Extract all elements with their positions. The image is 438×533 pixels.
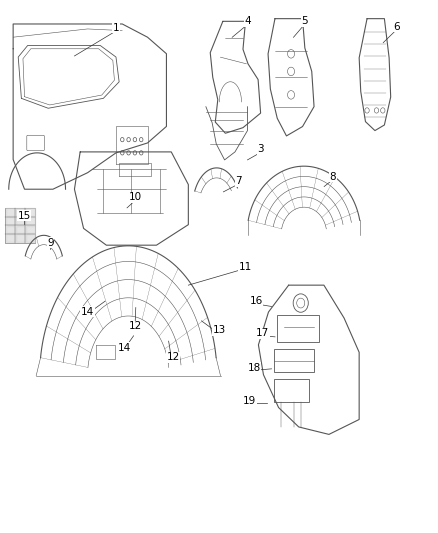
Bar [276, 315, 319, 342]
Text: 6: 6 [393, 22, 400, 31]
Text: 16: 16 [250, 296, 263, 306]
Text: 4: 4 [244, 17, 251, 26]
Text: 1: 1 [113, 23, 120, 33]
Text: 17: 17 [256, 328, 269, 338]
Text: 9: 9 [47, 238, 54, 247]
Bar [273, 379, 309, 401]
Text: 12: 12 [166, 352, 180, 362]
Text: 10: 10 [129, 192, 142, 202]
Text: 12: 12 [129, 321, 142, 331]
Bar [5, 208, 35, 243]
Text: 19: 19 [243, 396, 256, 406]
Text: 7: 7 [235, 176, 242, 186]
Text: 14: 14 [81, 307, 94, 317]
Text: 13: 13 [212, 326, 226, 335]
Text: 8: 8 [329, 172, 336, 182]
Text: 3: 3 [257, 144, 264, 154]
Bar [273, 349, 314, 372]
Text: 11: 11 [239, 262, 252, 271]
Text: 5: 5 [301, 17, 308, 26]
Text: 14: 14 [118, 343, 131, 352]
Text: 18: 18 [247, 363, 261, 373]
Text: 15: 15 [18, 211, 31, 221]
